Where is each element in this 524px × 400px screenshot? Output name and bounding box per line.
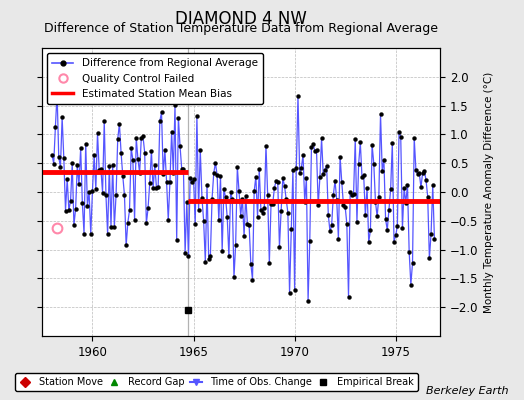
Text: Difference of Station Temperature Data from Regional Average: Difference of Station Temperature Data f… bbox=[44, 22, 438, 35]
Text: DIAMOND 4 NW: DIAMOND 4 NW bbox=[175, 10, 307, 28]
Y-axis label: Monthly Temperature Anomaly Difference (°C): Monthly Temperature Anomaly Difference (… bbox=[484, 71, 494, 313]
Legend: Difference from Regional Average, Quality Control Failed, Estimated Station Mean: Difference from Regional Average, Qualit… bbox=[47, 53, 263, 104]
Text: Berkeley Earth: Berkeley Earth bbox=[426, 386, 508, 396]
Legend: Station Move, Record Gap, Time of Obs. Change, Empirical Break: Station Move, Record Gap, Time of Obs. C… bbox=[15, 373, 418, 391]
